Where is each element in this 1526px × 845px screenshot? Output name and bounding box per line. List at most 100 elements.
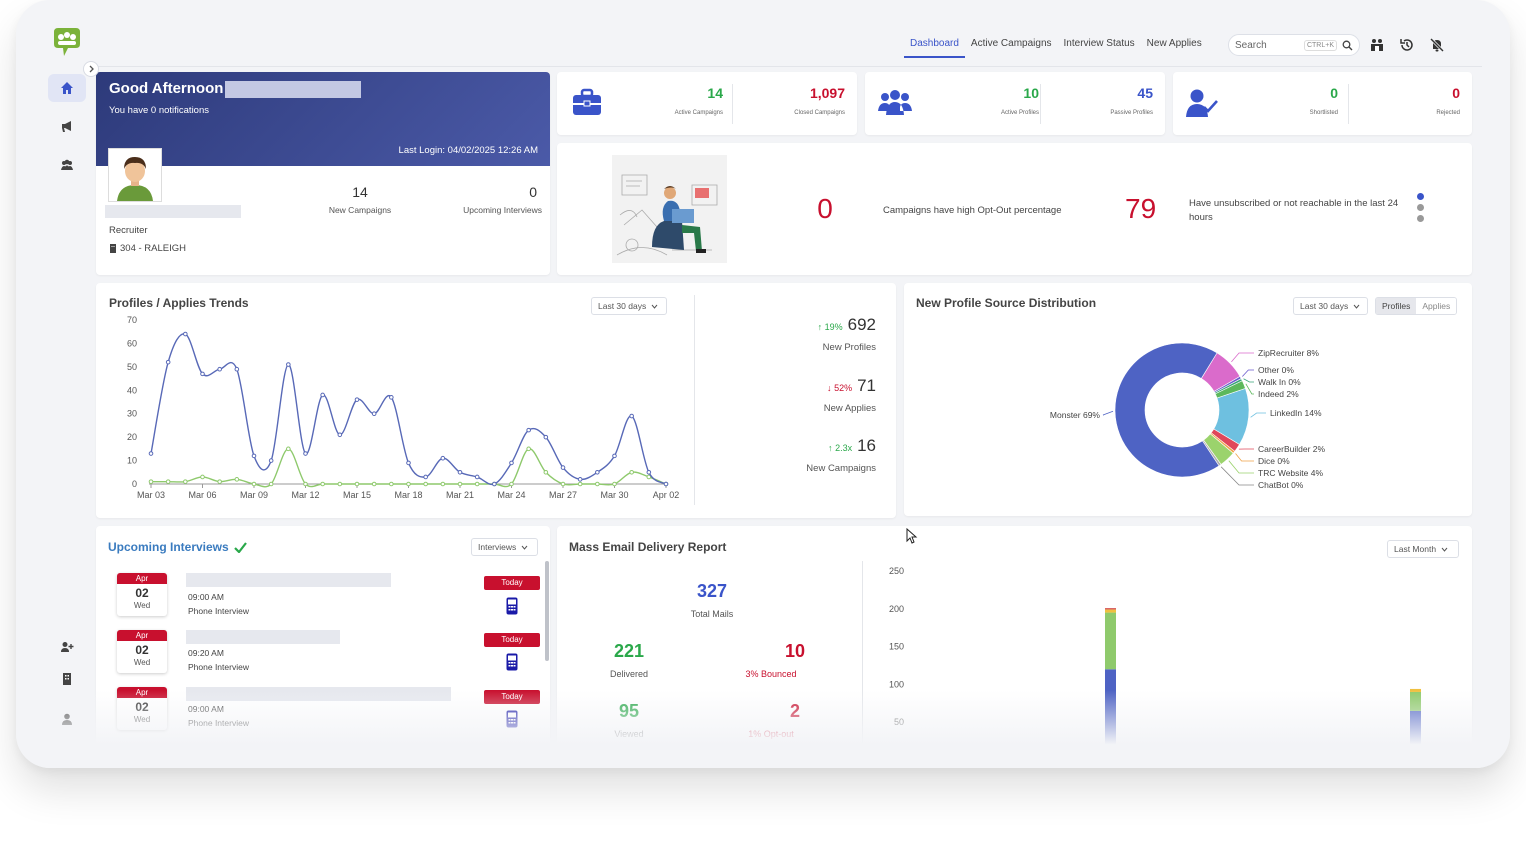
shortlisted-stat[interactable]: 0 Shortlisted xyxy=(1310,85,1338,116)
data-point[interactable] xyxy=(646,474,652,480)
data-point[interactable] xyxy=(663,481,669,487)
data-point[interactable] xyxy=(354,481,360,487)
toggle-applies[interactable]: Applies xyxy=(1416,298,1457,314)
sidebar-item-campaigns[interactable] xyxy=(48,112,86,140)
tab-active-campaigns[interactable]: Active Campaigns xyxy=(970,38,1052,49)
data-point[interactable] xyxy=(148,479,154,484)
data-point[interactable] xyxy=(577,481,583,487)
phone-icon[interactable] xyxy=(506,597,518,615)
data-point[interactable] xyxy=(577,477,583,482)
data-point[interactable] xyxy=(268,458,274,463)
sidebar-item-offices[interactable] xyxy=(48,665,86,693)
team-icon[interactable] xyxy=(1369,37,1385,53)
unsubscribed-value[interactable]: 79 xyxy=(1125,193,1157,224)
bar-segment[interactable] xyxy=(1105,609,1116,613)
tab-new-applies[interactable]: New Applies xyxy=(1146,38,1202,49)
data-point[interactable] xyxy=(354,397,360,402)
rejected-stat[interactable]: 0 Rejected xyxy=(1436,85,1460,116)
phone-icon[interactable] xyxy=(506,710,518,728)
upcoming-interviews-stat[interactable]: 0 Upcoming Interviews xyxy=(454,184,544,215)
search-input[interactable]: Search CTRL+K xyxy=(1228,34,1360,56)
bar-segment[interactable] xyxy=(1105,612,1116,670)
data-point[interactable] xyxy=(612,453,617,459)
data-point[interactable] xyxy=(560,465,566,470)
tab-interview-status[interactable]: Interview Status xyxy=(1063,38,1135,49)
data-point[interactable] xyxy=(406,481,411,487)
trends-period-select[interactable]: Last 30 days xyxy=(591,297,667,315)
sidebar-item-profile[interactable] xyxy=(48,705,86,733)
data-point[interactable] xyxy=(234,477,240,482)
data-point[interactable] xyxy=(251,453,257,459)
data-point[interactable] xyxy=(217,479,222,484)
data-point[interactable] xyxy=(183,331,188,337)
data-point[interactable] xyxy=(200,371,205,377)
data-point[interactable] xyxy=(286,362,291,367)
source-period-select[interactable]: Last 30 days xyxy=(1293,297,1368,315)
toggle-profiles[interactable]: Profiles xyxy=(1376,298,1417,314)
data-point[interactable] xyxy=(303,481,308,487)
brand-logo[interactable] xyxy=(50,26,84,60)
data-point[interactable] xyxy=(268,481,274,487)
active-campaigns-stat[interactable]: 14 Active Campaigns xyxy=(675,85,723,116)
data-point[interactable] xyxy=(217,366,222,372)
viewed-value[interactable]: 95 xyxy=(618,701,640,721)
carousel-dot[interactable] xyxy=(1417,204,1424,211)
data-point[interactable] xyxy=(440,455,446,461)
data-point[interactable] xyxy=(509,460,514,466)
data-point[interactable] xyxy=(320,392,325,398)
data-point[interactable] xyxy=(286,446,291,452)
history-icon[interactable] xyxy=(1399,37,1415,53)
email-period-select[interactable]: Last Month xyxy=(1387,540,1459,558)
data-point[interactable] xyxy=(526,446,531,452)
data-point[interactable] xyxy=(320,481,325,487)
sidebar-item-add-user[interactable] xyxy=(48,633,86,661)
carousel-dot-active[interactable] xyxy=(1417,193,1424,200)
data-point[interactable] xyxy=(474,481,480,487)
total-mails-value[interactable]: 327 xyxy=(696,581,728,601)
new-campaigns-trend-stat[interactable]: ↑ 2.3x 16 New Campaigns xyxy=(736,436,876,474)
data-point[interactable] xyxy=(389,395,394,400)
data-point[interactable] xyxy=(595,481,600,487)
data-point[interactable] xyxy=(148,451,154,456)
new-profiles-stat[interactable]: ↑ 19% 692 New Profiles xyxy=(736,315,876,353)
data-point[interactable] xyxy=(337,481,343,487)
new-campaigns-stat[interactable]: 14 New Campaigns xyxy=(320,184,400,215)
data-point[interactable] xyxy=(492,481,497,487)
data-point[interactable] xyxy=(595,469,600,475)
data-point[interactable] xyxy=(612,481,617,487)
data-point[interactable] xyxy=(509,481,514,487)
data-point[interactable] xyxy=(200,474,205,480)
passive-profiles-stat[interactable]: 45 Passive Profiles xyxy=(1110,85,1153,116)
data-point[interactable] xyxy=(423,474,428,480)
data-point[interactable] xyxy=(303,451,308,456)
data-point[interactable] xyxy=(183,479,188,484)
data-point[interactable] xyxy=(629,413,634,419)
data-point[interactable] xyxy=(474,474,480,480)
data-point[interactable] xyxy=(646,469,652,475)
donut-slice[interactable] xyxy=(1114,342,1220,478)
sidebar-collapse-button[interactable] xyxy=(83,61,99,77)
carousel-indicator[interactable] xyxy=(1417,193,1425,222)
interviews-scrollbar[interactable] xyxy=(545,561,549,661)
data-point[interactable] xyxy=(526,427,531,433)
data-point[interactable] xyxy=(560,481,566,487)
bar-segment[interactable] xyxy=(1410,688,1421,692)
data-point[interactable] xyxy=(457,481,463,487)
bar-segment[interactable] xyxy=(1105,669,1116,760)
data-point[interactable] xyxy=(457,469,463,475)
data-point[interactable] xyxy=(543,434,549,440)
sidebar-item-home[interactable] xyxy=(48,74,86,102)
data-point[interactable] xyxy=(543,469,549,475)
data-point[interactable] xyxy=(165,359,171,365)
active-profiles-stat[interactable]: 10 Active Profiles xyxy=(1001,85,1039,116)
closed-campaigns-stat[interactable]: 1,097 Closed Campaigns xyxy=(794,85,845,116)
delivered-value[interactable]: 221 xyxy=(613,641,645,661)
sidebar-item-users[interactable] xyxy=(48,151,86,179)
data-point[interactable] xyxy=(389,481,394,487)
bar-segment[interactable] xyxy=(1410,691,1421,711)
optout-value[interactable]: 2 xyxy=(789,701,800,721)
data-point[interactable] xyxy=(234,366,240,372)
bounced-value[interactable]: 10 xyxy=(784,641,806,661)
data-point[interactable] xyxy=(440,481,446,487)
new-applies-stat[interactable]: ↓ 52% 71 New Applies xyxy=(736,376,876,414)
